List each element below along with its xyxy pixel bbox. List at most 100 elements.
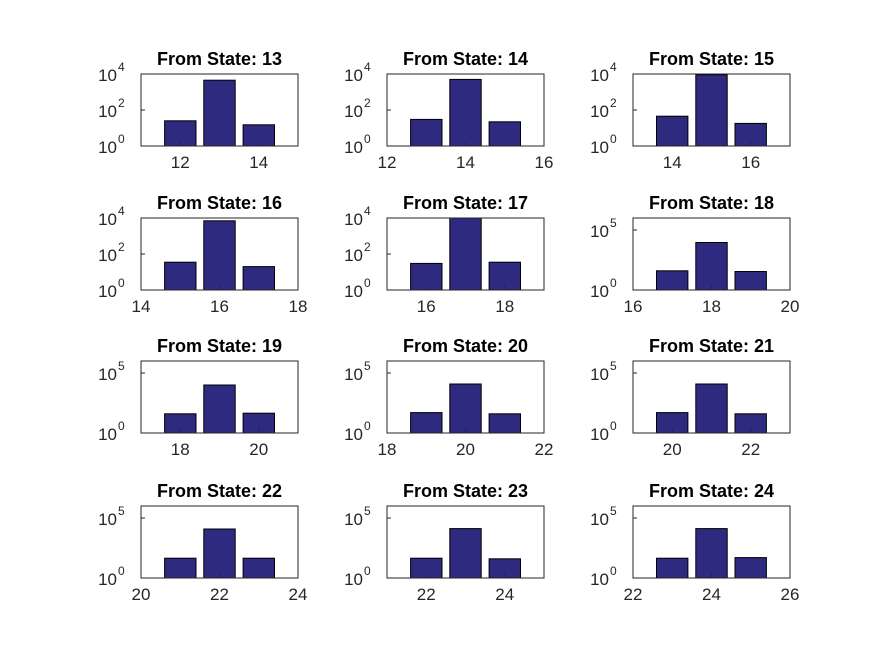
x-tick-label: 20 [456, 440, 475, 459]
x-tick-label: 16 [741, 153, 760, 172]
bar [695, 383, 728, 434]
x-tick-label: 14 [132, 297, 151, 316]
y-tick-exponent: 0 [118, 419, 125, 433]
bar [242, 266, 276, 291]
y-tick-exponent: 0 [610, 564, 617, 578]
bar [410, 412, 443, 434]
subplot-title: From State: 15 [649, 49, 774, 69]
bar [488, 413, 522, 434]
bar [203, 528, 236, 579]
x-tick-label: 14 [663, 153, 682, 172]
axes-outline [140, 360, 299, 434]
y-tick-label: 10 [98, 138, 117, 157]
y-tick-exponent: 4 [364, 60, 371, 74]
y-tick-exponent: 4 [610, 60, 617, 74]
y-tick-label: 10 [590, 365, 609, 384]
subplot-title: From State: 16 [157, 193, 282, 213]
y-tick-exponent: 5 [610, 216, 617, 230]
bar [695, 528, 728, 579]
x-tick-label: 16 [535, 153, 554, 172]
y-tick-exponent: 5 [364, 504, 371, 518]
subplot-title: From State: 18 [649, 193, 774, 213]
y-tick-exponent: 2 [118, 240, 125, 254]
y-tick-exponent: 4 [118, 204, 125, 218]
y-tick-exponent: 0 [118, 564, 125, 578]
y-tick-exponent: 4 [118, 60, 125, 74]
y-tick-label: 10 [344, 246, 363, 265]
subplot-title: From State: 20 [403, 336, 528, 356]
subplot-title: From State: 24 [649, 481, 774, 501]
bar [410, 118, 443, 147]
axes-outline [386, 505, 545, 579]
x-tick-label: 12 [378, 153, 397, 172]
bar [656, 115, 689, 147]
x-tick-label: 22 [624, 585, 643, 604]
y-tick-exponent: 4 [364, 204, 371, 218]
x-tick-label: 18 [289, 297, 308, 316]
y-tick-label: 10 [344, 210, 363, 229]
bar [242, 557, 276, 579]
bar [695, 74, 728, 147]
x-tick-label: 22 [210, 585, 229, 604]
x-tick-label: 16 [417, 297, 436, 316]
y-tick-label: 10 [98, 246, 117, 265]
bar [488, 121, 522, 147]
y-tick-label: 10 [344, 510, 363, 529]
x-tick-label: 14 [456, 153, 475, 172]
y-tick-label: 10 [344, 66, 363, 85]
x-tick-label: 16 [624, 297, 643, 316]
y-tick-exponent: 2 [610, 96, 617, 110]
subplot-title: From State: 22 [157, 481, 282, 501]
x-tick-label: 20 [781, 297, 800, 316]
subplot-title: From State: 13 [157, 49, 282, 69]
bar [695, 242, 728, 291]
subplot-title: From State: 19 [157, 336, 282, 356]
y-tick-label: 10 [590, 425, 609, 444]
x-tick-label: 14 [249, 153, 268, 172]
y-tick-exponent: 5 [118, 359, 125, 373]
y-tick-label: 10 [344, 102, 363, 121]
y-tick-exponent: 5 [610, 504, 617, 518]
y-tick-exponent: 0 [610, 132, 617, 146]
y-tick-label: 10 [98, 282, 117, 301]
bar [488, 261, 522, 291]
bar [203, 220, 236, 291]
y-tick-exponent: 0 [118, 276, 125, 290]
x-tick-label: 20 [663, 440, 682, 459]
y-tick-exponent: 5 [610, 359, 617, 373]
y-tick-label: 10 [590, 510, 609, 529]
bar [449, 78, 482, 147]
y-tick-exponent: 2 [364, 96, 371, 110]
axes-outline [632, 360, 791, 434]
y-tick-exponent: 0 [610, 419, 617, 433]
bar [203, 384, 236, 434]
subplot-title: From State: 14 [403, 49, 528, 69]
bar [734, 271, 767, 291]
y-tick-exponent: 0 [364, 276, 371, 290]
x-tick-label: 22 [535, 440, 554, 459]
y-tick-label: 10 [344, 570, 363, 589]
bar [449, 383, 482, 434]
y-tick-exponent: 0 [364, 132, 371, 146]
bar [656, 557, 689, 579]
y-tick-label: 10 [98, 210, 117, 229]
y-tick-label: 10 [590, 66, 609, 85]
y-tick-label: 10 [344, 138, 363, 157]
y-tick-exponent: 5 [364, 359, 371, 373]
y-tick-exponent: 0 [610, 276, 617, 290]
y-tick-label: 10 [98, 570, 117, 589]
y-tick-exponent: 2 [364, 240, 371, 254]
y-tick-exponent: 0 [118, 132, 125, 146]
x-tick-label: 12 [171, 153, 190, 172]
